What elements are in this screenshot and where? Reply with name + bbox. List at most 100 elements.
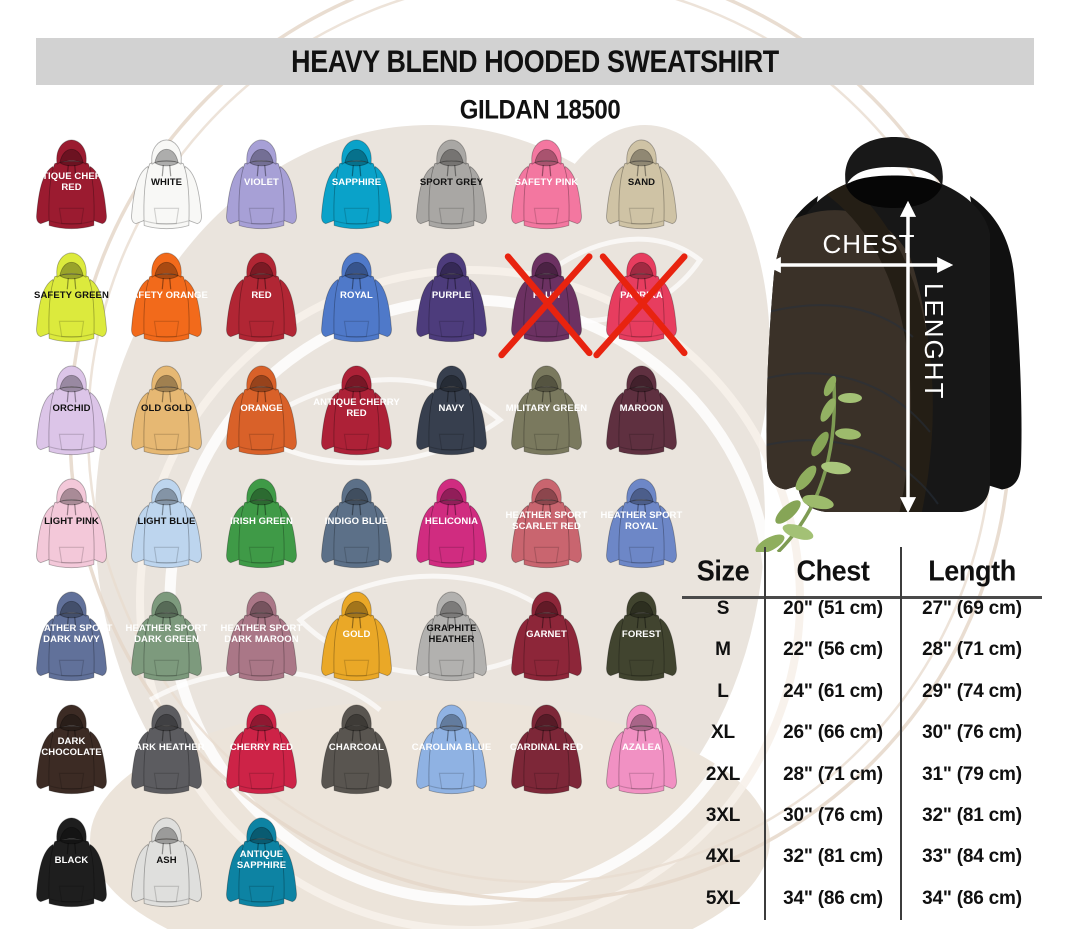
color-name-label: PURPLE bbox=[431, 289, 472, 301]
chest-cell: 30" (76 cm) bbox=[764, 795, 900, 837]
color-name-label: SAPPHIRE bbox=[331, 176, 382, 188]
color-name-label: ANTIQUE SAPPHIRE bbox=[236, 849, 287, 871]
color-swatch-charcoal: CHARCOAL bbox=[309, 696, 404, 809]
cross-out-mark bbox=[498, 253, 593, 359]
color-swatch-white: WHITE bbox=[119, 131, 214, 244]
color-name-label: HELICONIA bbox=[424, 515, 479, 527]
color-name-label: VIOLET bbox=[244, 176, 279, 188]
color-swatch-dark-heather: DARK HEATHER bbox=[119, 696, 214, 809]
color-swatch-grid: ANTIQUE CHERRY RED WHITE VIOLET SAPPHIRE… bbox=[24, 131, 692, 922]
color-swatch-cherry-red: CHERRY RED bbox=[214, 696, 309, 809]
color-swatch-irish-green: IRISH GREEN bbox=[214, 470, 309, 583]
size-cell: L bbox=[717, 680, 729, 702]
length-arrow-label: LENGHT bbox=[919, 283, 949, 400]
color-name-label: ORCHID bbox=[52, 402, 91, 414]
color-name-label: GARNET bbox=[526, 628, 567, 640]
color-swatch-dark-chocolate: DARK CHOCOLATE bbox=[24, 696, 119, 809]
color-swatch-maroon: MAROON bbox=[594, 357, 689, 470]
color-name-label: AZALEA bbox=[621, 741, 662, 753]
color-swatch-heather-sport-royal: HEATHER SPORT ROYAL bbox=[594, 470, 689, 583]
length-cell: 30" (76 cm) bbox=[900, 712, 1042, 754]
length-cell: 34" (86 cm) bbox=[900, 878, 1042, 920]
color-name-label: ANTIQUE CHERRY RED bbox=[313, 397, 400, 419]
color-swatch-black: BLACK bbox=[24, 809, 119, 922]
color-swatch-violet: VIOLET bbox=[214, 131, 309, 244]
color-swatch-safety-pink: SAFETY PINK bbox=[499, 131, 594, 244]
color-swatch-carolina-blue: CAROLINA BLUE bbox=[404, 696, 499, 809]
color-name-label: SAFETY GREEN bbox=[34, 289, 109, 301]
color-name-label: NAVY bbox=[438, 402, 465, 414]
length-cell: 31" (79 cm) bbox=[900, 753, 1042, 796]
color-name-label: ASH bbox=[156, 854, 177, 866]
length-cell: 27" (69 cm) bbox=[900, 588, 1042, 630]
color-name-label: CAROLINA BLUE bbox=[411, 741, 492, 753]
color-swatch-ash: ASH bbox=[119, 809, 214, 922]
subtitle-row: GILDAN 18500 bbox=[0, 95, 1080, 126]
size-cell: 4XL bbox=[705, 846, 741, 868]
color-swatch-navy: NAVY bbox=[404, 357, 499, 470]
header-label: Chest bbox=[796, 555, 870, 587]
color-swatch-antique-cherry-red: ANTIQUE CHERRY RED bbox=[24, 131, 119, 244]
product-model: GILDAN 18500 bbox=[459, 95, 621, 126]
size-chart-table: Size Chest Length S 20" (51 cm) 27" (69 cm) M 2… bbox=[682, 547, 1042, 920]
color-swatch-sand: SAND bbox=[594, 131, 689, 244]
color-name-label: HEATHER SPORT DARK GREEN bbox=[125, 623, 208, 645]
color-swatch-red: RED bbox=[214, 244, 309, 357]
chest-cell: 24" (61 cm) bbox=[764, 671, 900, 713]
color-name-label: OLD GOLD bbox=[141, 402, 192, 414]
color-name-label: DARK HEATHER bbox=[128, 741, 205, 753]
length-cell: 29" (74 cm) bbox=[900, 671, 1042, 713]
color-swatch-plum: PLUM bbox=[498, 244, 594, 359]
color-swatch-antique-sapphire: ANTIQUE SAPPHIRE bbox=[214, 809, 309, 922]
color-name-label: HEATHER SPORT DARK MAROON bbox=[220, 623, 303, 645]
color-swatch-graphite-heather: GRAPHITE HEATHER bbox=[404, 583, 499, 696]
color-name-label: LIGHT PINK bbox=[44, 515, 99, 527]
color-name-label: DARK CHOCOLATE bbox=[41, 736, 102, 758]
color-swatch-heather-sport-dark-maroon: HEATHER SPORT DARK MAROON bbox=[214, 583, 309, 696]
color-name-label: MAROON bbox=[619, 402, 664, 414]
color-name-label: FOREST bbox=[621, 628, 662, 640]
color-swatch-royal: ROYAL bbox=[309, 244, 404, 357]
color-swatch-sapphire: SAPPHIRE bbox=[309, 131, 404, 244]
color-swatch-safety-green: SAFETY GREEN bbox=[24, 244, 119, 357]
size-cell: 5XL bbox=[705, 887, 741, 909]
chest-cell: 20" (51 cm) bbox=[764, 588, 900, 630]
black-hoodie-illustration bbox=[766, 137, 1022, 512]
color-swatch-forest: FOREST bbox=[594, 583, 689, 696]
chest-cell: 28" (71 cm) bbox=[764, 753, 900, 796]
color-swatch-old-gold: OLD GOLD bbox=[119, 357, 214, 470]
color-swatch-paprika: PAPRIKA bbox=[593, 244, 689, 359]
color-name-label: ANTIQUE CHERRY RED bbox=[28, 171, 115, 193]
color-name-label: HEATHER SPORT SCARLET RED bbox=[505, 510, 588, 532]
color-name-label: SAFETY ORANGE bbox=[125, 289, 208, 301]
color-swatch-garnet: GARNET bbox=[499, 583, 594, 696]
color-swatch-safety-orange: SAFETY ORANGE bbox=[119, 244, 214, 357]
color-name-label: MILITARY GREEN bbox=[505, 402, 588, 414]
color-swatch-orchid: ORCHID bbox=[24, 357, 119, 470]
size-cell: 3XL bbox=[705, 805, 741, 827]
color-name-label: GRAPHITE HEATHER bbox=[426, 623, 477, 645]
header-label: Size bbox=[696, 555, 750, 587]
chest-cell: 26" (66 cm) bbox=[764, 712, 900, 754]
color-name-label: CARDINAL RED bbox=[509, 741, 584, 753]
cross-out-mark bbox=[593, 253, 688, 359]
color-swatch-gold: GOLD bbox=[309, 583, 404, 696]
color-name-label: ORANGE bbox=[240, 402, 283, 414]
size-cell: XL bbox=[711, 722, 735, 744]
color-swatch-azalea: AZALEA bbox=[594, 696, 689, 809]
size-cell: 2XL bbox=[705, 763, 741, 785]
length-cell: 33" (84 cm) bbox=[900, 836, 1042, 879]
color-name-label: WHITE bbox=[150, 176, 183, 188]
color-swatch-military-green: MILITARY GREEN bbox=[499, 357, 594, 470]
color-name-label: IRISH GREEN bbox=[230, 515, 293, 527]
size-cell: S bbox=[716, 598, 730, 620]
color-name-label: INDIGO BLUE bbox=[324, 515, 389, 527]
color-swatch-orange: ORANGE bbox=[214, 357, 309, 470]
color-swatch-heliconia: HELICONIA bbox=[404, 470, 499, 583]
title-bar: HEAVY BLEND HOODED SWEATSHIRT bbox=[36, 38, 1034, 85]
size-cell: M bbox=[715, 639, 731, 661]
color-name-label: SPORT GREY bbox=[419, 176, 484, 188]
color-swatch-cardinal-red: CARDINAL RED bbox=[499, 696, 594, 809]
color-name-label: LIGHT BLUE bbox=[137, 515, 196, 527]
